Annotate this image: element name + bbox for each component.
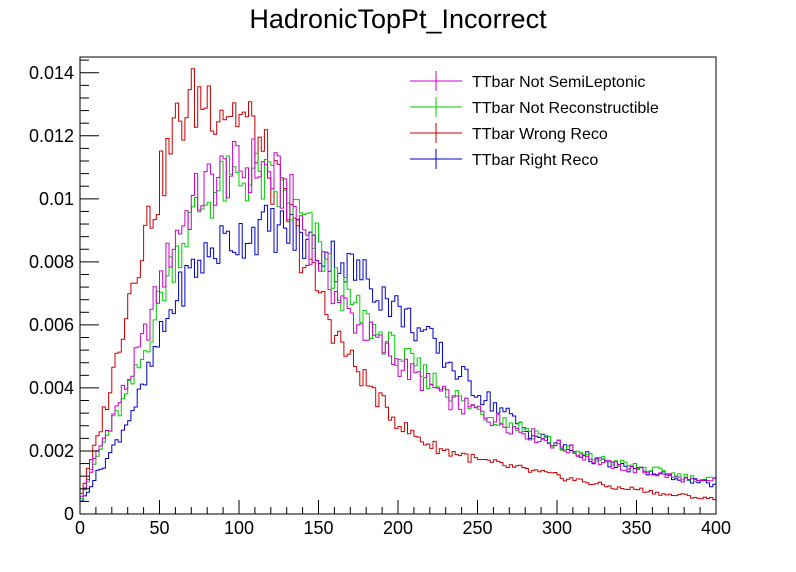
x-tick-label: 150 [303,518,333,538]
y-tick-label: 0.012 [29,126,74,146]
legend-label: TTbar Not SemiLeptonic [472,74,645,91]
series-line-3 [79,204,716,514]
legend-label: TTbar Right Reco [472,152,598,169]
legend-entry: TTbar Not SemiLeptonic [410,71,645,91]
y-tick-label: 0.006 [29,315,74,335]
legend-label: TTbar Not Reconstructible [472,100,659,117]
series-line-0 [79,138,716,514]
x-tick-label: 0 [75,518,85,538]
legend: TTbar Not SemiLeptonic TTbar Not Reconstr… [405,67,695,175]
legend-entry: TTbar Not Reconstructible [410,97,659,117]
y-tick-label: 0.008 [29,252,74,272]
y-tick-label: 0.002 [29,441,74,461]
series-line-2 [79,68,716,514]
chart-title: HadronicTopPt_Incorrect [249,4,547,34]
series-layer [79,68,716,514]
legend-entry: TTbar Right Reco [410,149,598,169]
legend-box [405,67,695,175]
x-tick-label: 100 [224,518,254,538]
x-tick-label: 300 [542,518,572,538]
x-tick-label: 400 [701,518,731,538]
x-tick-label: 50 [149,518,169,538]
y-tick-label: 0.014 [29,63,74,83]
x-tick-label: 250 [462,518,492,538]
y-tick-label: 0 [64,504,74,524]
axes-layer: 0 50 100 150 200 250 300 350 400 0 0.002 0.004 0.006… [29,59,731,538]
legend-entry: TTbar Wrong Reco [410,123,608,143]
x-tick-label: 200 [383,518,413,538]
y-tick-label: 0.01 [39,189,74,209]
y-tick-label: 0.004 [29,378,74,398]
x-tick-label: 350 [621,518,651,538]
legend-label: TTbar Wrong Reco [472,126,608,143]
